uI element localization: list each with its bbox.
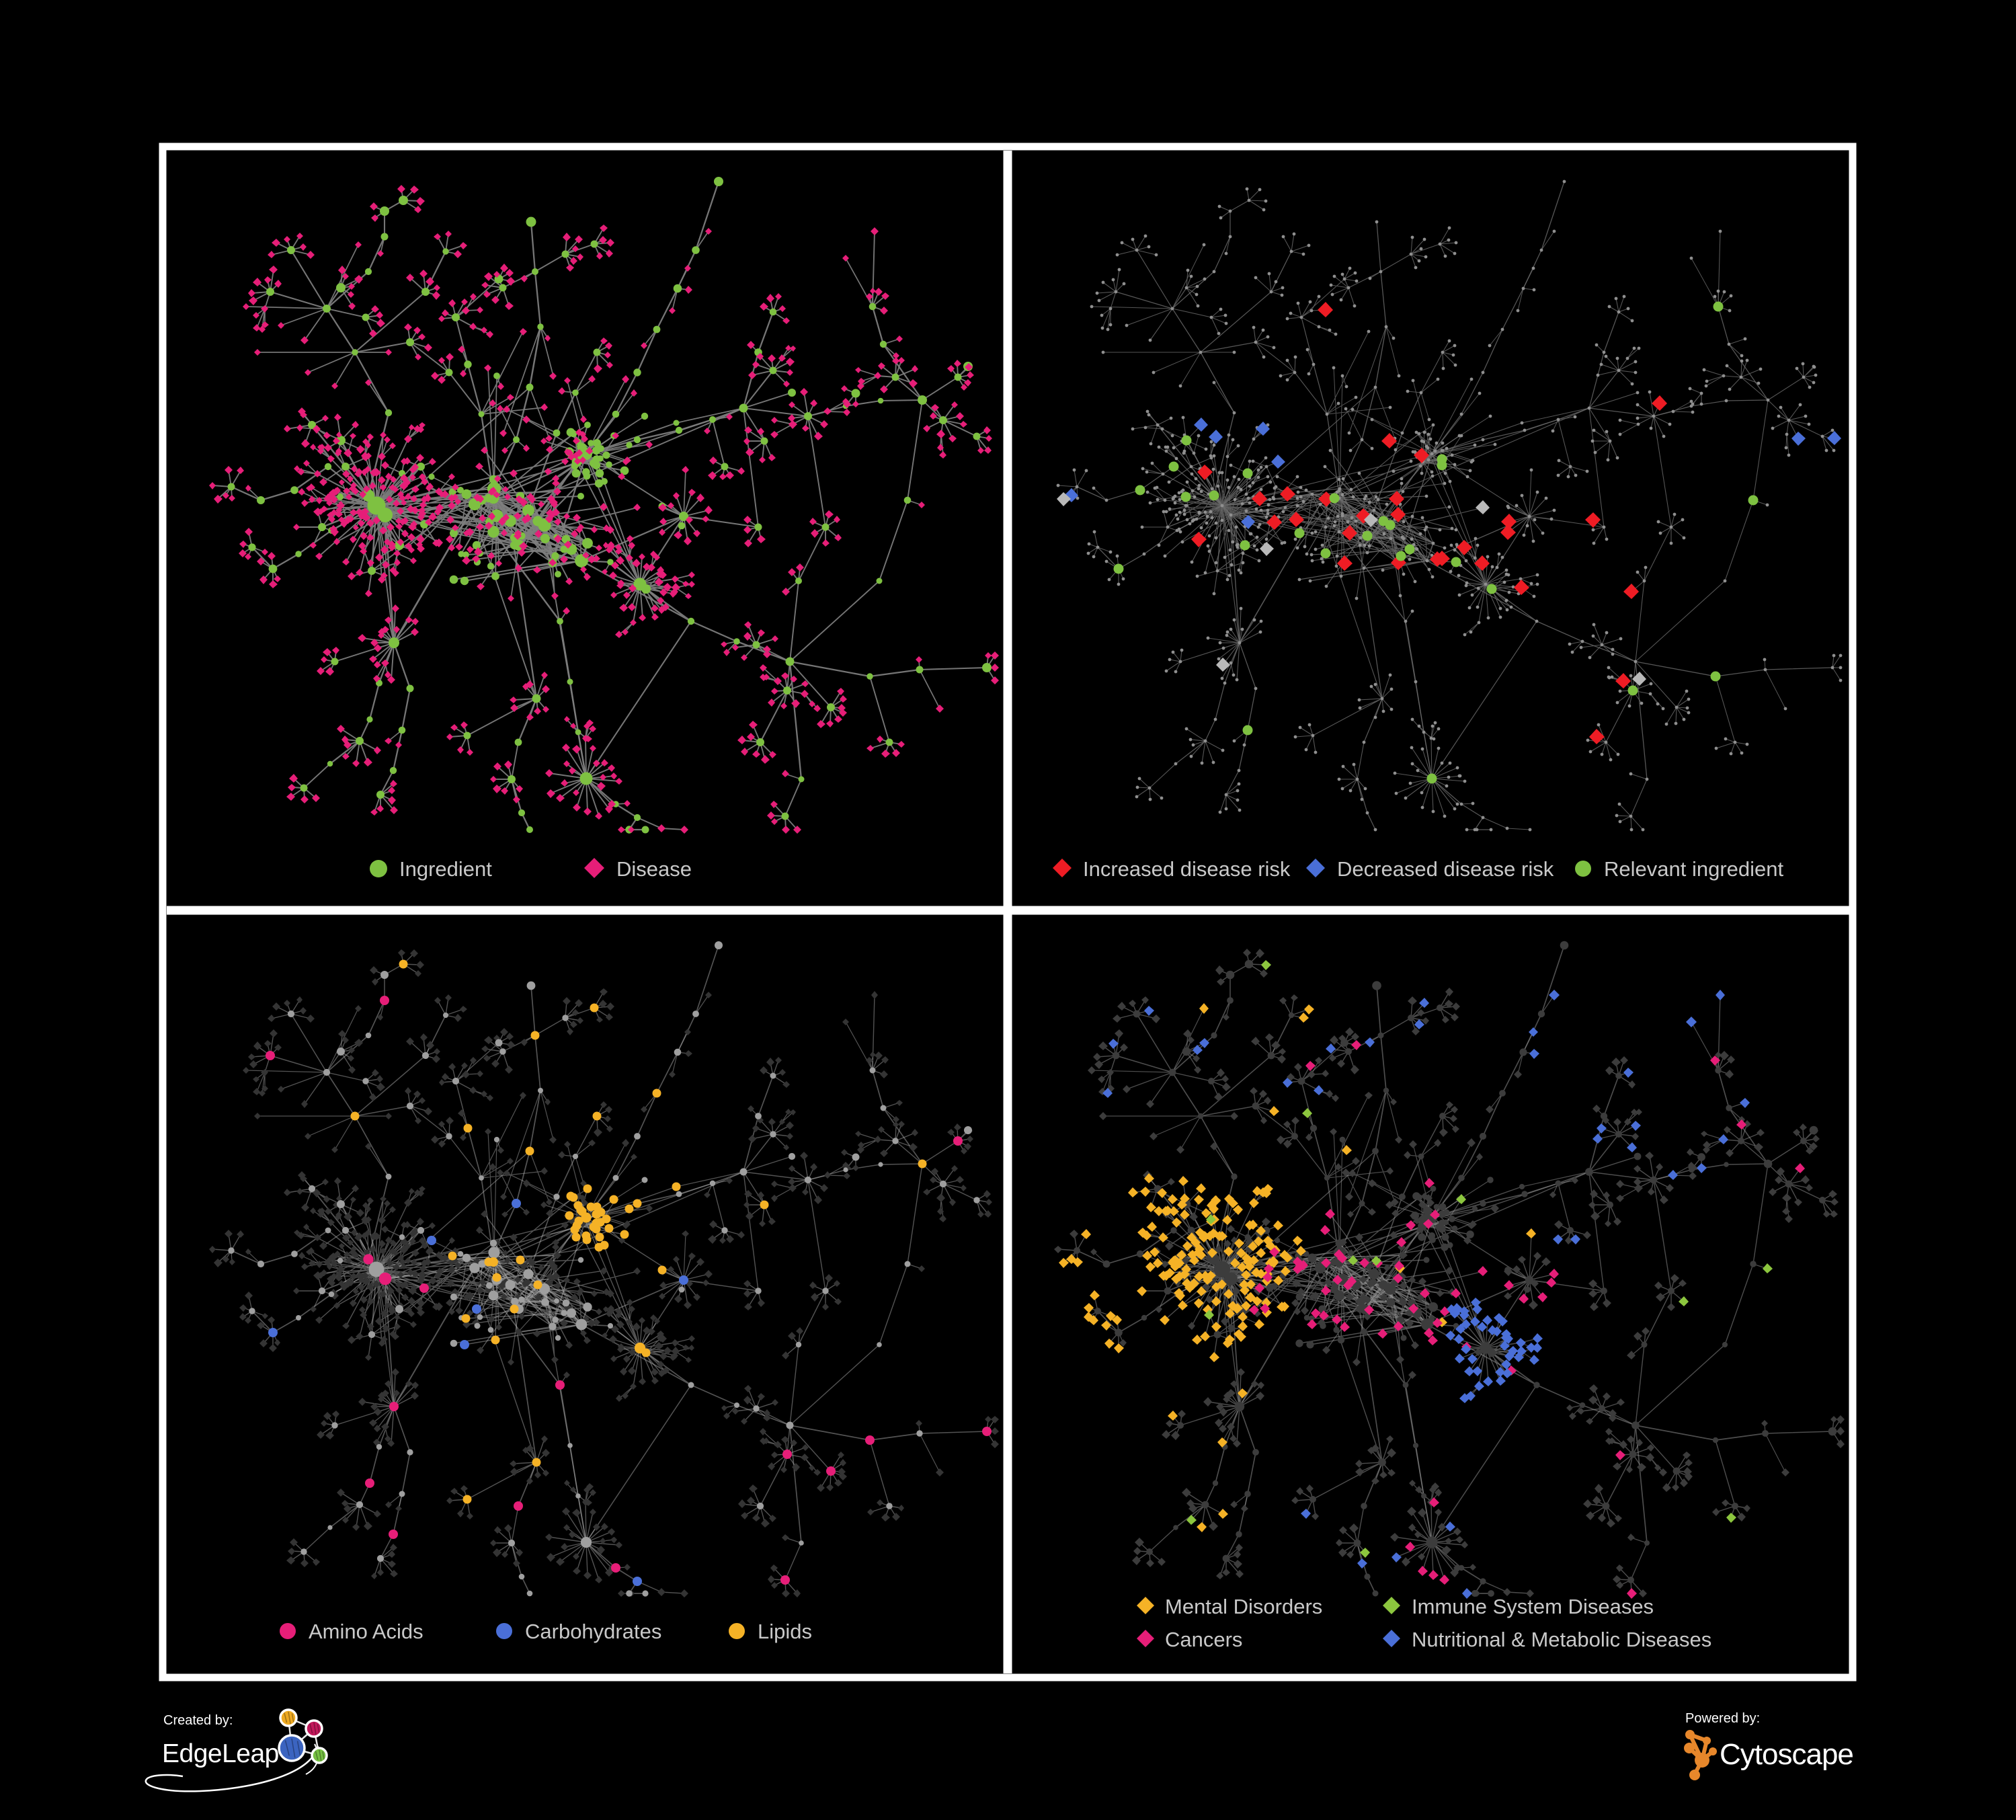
svg-text:Increased disease risk: Increased disease risk bbox=[1083, 857, 1291, 881]
svg-text:Amino Acids: Amino Acids bbox=[309, 1620, 424, 1643]
svg-text:Ingredient: Ingredient bbox=[399, 857, 492, 881]
svg-text:Carbohydrates: Carbohydrates bbox=[525, 1620, 661, 1643]
svg-text:Decreased disease risk: Decreased disease risk bbox=[1337, 857, 1554, 881]
svg-text:Nutritional & Metabolic Diseas: Nutritional & Metabolic Diseases bbox=[1412, 1628, 1711, 1651]
svg-text:Powered by:: Powered by: bbox=[1685, 1711, 1760, 1726]
svg-text:Disease: Disease bbox=[616, 857, 692, 881]
svg-text:Lipids: Lipids bbox=[758, 1620, 812, 1643]
svg-text:Mental Disorders: Mental Disorders bbox=[1165, 1595, 1322, 1618]
svg-text:Relevant ingredient: Relevant ingredient bbox=[1604, 857, 1784, 881]
svg-text:EdgeLeap: EdgeLeap bbox=[162, 1739, 279, 1768]
svg-text:Cytoscape: Cytoscape bbox=[1720, 1738, 1853, 1771]
svg-text:Cancers: Cancers bbox=[1165, 1628, 1242, 1651]
svg-text:Immune System Diseases: Immune System Diseases bbox=[1412, 1595, 1654, 1618]
svg-text:Created by:: Created by: bbox=[163, 1713, 233, 1728]
